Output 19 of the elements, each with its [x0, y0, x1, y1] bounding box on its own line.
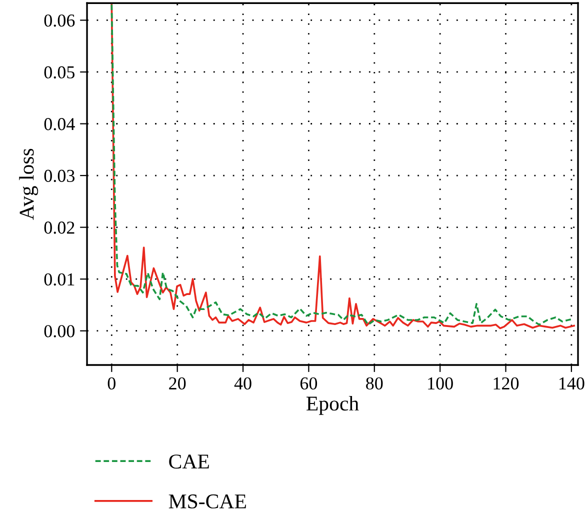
y-tick-label: 0.00 [44, 325, 75, 338]
x-tick-label: 80 [366, 377, 383, 390]
y-tick-label: 0.05 [44, 66, 75, 79]
x-tick-label: 140 [559, 377, 584, 390]
x-tick-label: 100 [428, 377, 453, 390]
y-tick-label: 0.04 [44, 118, 75, 130]
y-tick-label: 0.02 [44, 222, 74, 234]
x-tick-label: 120 [494, 377, 519, 390]
x-axis-title: Epoch [306, 396, 359, 415]
legend-label: MS-CAE [168, 494, 246, 508]
y-tick-label: 0.01 [44, 273, 74, 286]
x-tick-label: 0 [108, 377, 116, 390]
x-tick-label: 40 [234, 377, 252, 390]
x-tick-label: 60 [300, 377, 318, 390]
y-tick-label: 0.06 [44, 14, 75, 27]
y-axis-title: Avg loss [19, 148, 38, 220]
x-tick-label: 20 [169, 377, 186, 390]
legend-label: CAE [169, 454, 209, 469]
y-tick-label: 0.03 [44, 170, 75, 182]
